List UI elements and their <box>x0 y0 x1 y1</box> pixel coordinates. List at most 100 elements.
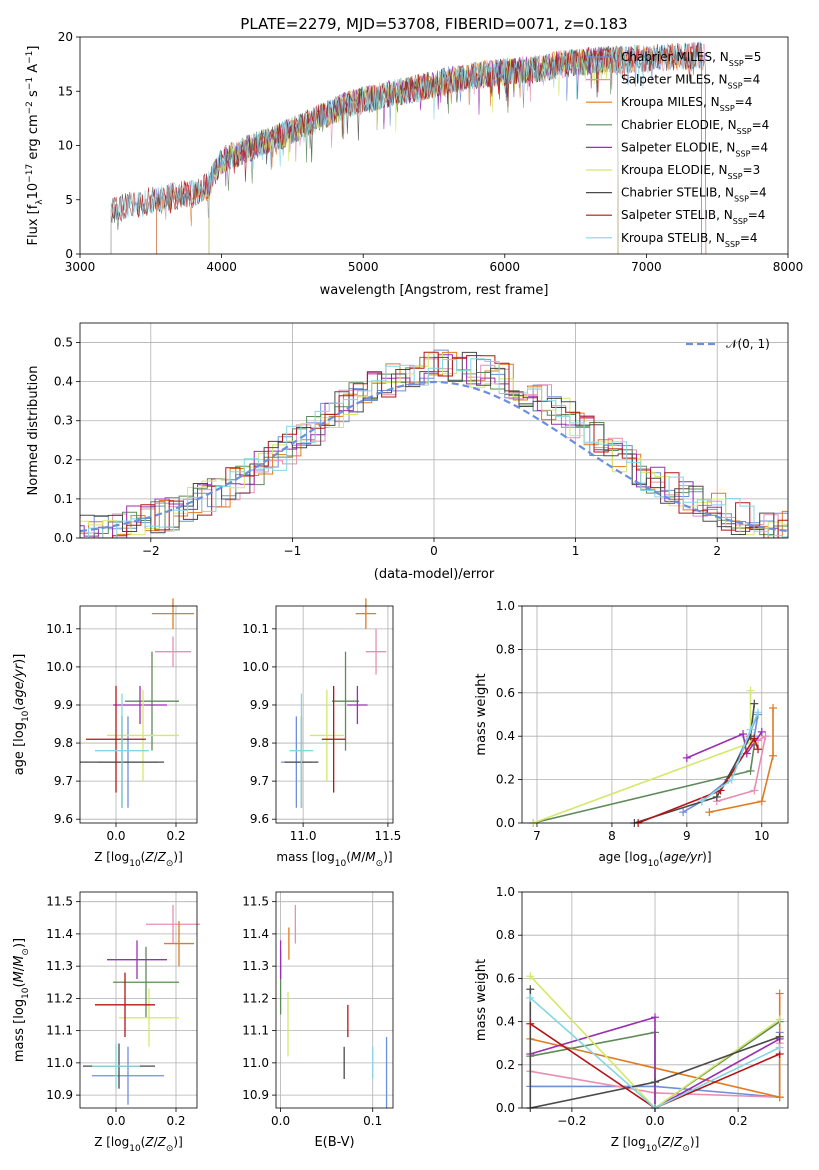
point-kroupa-elodie <box>119 988 179 1047</box>
chart-age_vs_mass: 11.0 11.5 9.6 9.7 9.8 9.9 10.0 10.1 mass [log10(… <box>242 598 401 869</box>
legend-label-salpeter-stelib: Salpeter STELIB, NSSP=4 <box>621 208 765 226</box>
legend-label-chabrier-stelib: Chabrier STELIB, NSSP=4 <box>621 186 767 204</box>
point-salpeter-miles <box>365 628 387 675</box>
y-tick-label: 0.0 <box>496 816 515 830</box>
y-tick-label: 10.1 <box>46 622 73 636</box>
y-tick-label: 11.3 <box>242 959 269 973</box>
weight-line <box>701 711 759 802</box>
legend-label-salpeter-elodie: Salpeter ELODIE, NSSP=4 <box>621 140 768 158</box>
x-tick-label: 9 <box>683 829 691 843</box>
weight-line <box>529 989 780 1109</box>
histogram-lines <box>80 349 788 538</box>
point-kroupa-stelib <box>92 1043 140 1089</box>
y-tick-label: 9.9 <box>54 698 73 712</box>
y-tick-label: 10.9 <box>242 1088 269 1102</box>
x-axis-label: age [log10(age/yr)] <box>598 850 711 869</box>
y-tick-label: 0.6 <box>496 686 515 700</box>
y-tick-label: 0.4 <box>496 729 515 743</box>
weight-line <box>709 708 774 813</box>
y-tick-label: 15 <box>58 84 73 98</box>
y-tick-label: 11.1 <box>242 1024 269 1038</box>
axes-frame <box>79 891 198 1109</box>
x-axis-label: mass [log10(M/M⊙)] <box>276 850 392 869</box>
y-tick-label: 0.6 <box>496 971 515 985</box>
y-tick-label: 9.8 <box>250 736 269 750</box>
weight-line <box>532 690 752 824</box>
point-salpeter-stelib <box>95 972 155 1038</box>
y-tick-label: 10.1 <box>242 622 269 636</box>
hist-series-kroupa-stelib <box>80 358 788 538</box>
legend-label-chabrier-miles: Chabrier MILES, NSSP=5 <box>621 50 761 68</box>
x-tick-label: 11.0 <box>290 829 317 843</box>
x-tick-label: 0.0 <box>106 1114 125 1128</box>
point-kroupa-stelib <box>289 693 314 808</box>
y-axis-label: mass [log10(M/M⊙)] <box>12 938 31 1062</box>
x-tick-label: 0.0 <box>106 829 125 843</box>
y-tick-label: 9.8 <box>54 736 73 750</box>
y-tick-label: 11.5 <box>242 895 269 909</box>
point-kroupa-miles <box>164 921 194 967</box>
y-tick-label: 11.4 <box>242 927 269 941</box>
axes-frame <box>521 605 789 824</box>
chart-mass_vs_Z: 0.0 0.2 10.9 11.0 11.1 11.2 11.3 11.4 11.5 Z [log… <box>12 891 200 1154</box>
y-tick-label: 0.3 <box>54 414 73 428</box>
y-tick-label: 5 <box>65 193 73 207</box>
chart-residuals: −2 −1 0 1 2 0.0 0.1 0.2 0.3 0.4 0.5 (data-model)/er… <box>26 322 789 582</box>
spectrum-series-salpeter-elodie <box>208 46 619 254</box>
point-salpeter-elodie <box>107 940 167 980</box>
point-chabrier-elodie <box>113 946 179 1018</box>
legend-label-kroupa-elodie: Kroupa ELODIE, NSSP=3 <box>621 163 760 181</box>
x-tick-label: 7 <box>533 829 541 843</box>
chart-mass_vs_EBV: 0.0 0.1 10.9 11.0 11.1 11.2 11.3 11.4 11.5 E(B-V) <box>242 891 394 1150</box>
weight-series-chabrier-stelib <box>526 985 784 1112</box>
legend-label-chabrier-elodie: Chabrier ELODIE, NSSP=4 <box>621 118 769 136</box>
x-axis-label: (data-model)/error <box>374 567 495 582</box>
legend-label-kroupa-stelib: Kroupa STELIB, NSSP=4 <box>621 231 758 249</box>
x-tick-label: 0.0 <box>645 1114 664 1128</box>
x-axis-label: Z [log10(Z/Z⊙)] <box>611 1135 700 1154</box>
point-kroupa-elodie <box>309 689 344 782</box>
chart-spectrum: 3000 4000 5000 6000 7000 8000 0 5 10 15 20 waveleng… <box>25 30 803 298</box>
y-tick-label: 0.4 <box>496 1015 515 1029</box>
y-tick-label: 0.5 <box>54 336 73 350</box>
legend-label-gaussian: 𝒩(0, 1) <box>726 337 770 351</box>
point-salpeter-stelib <box>86 685 146 793</box>
y-tick-label: 9.7 <box>54 774 73 788</box>
point-kroupa-miles <box>152 598 194 629</box>
x-tick-label: −1 <box>284 544 302 558</box>
y-tick-label: 11.4 <box>46 927 73 941</box>
point-kroupa-stelib <box>95 693 149 808</box>
y-tick-label: 0.8 <box>496 928 515 942</box>
legend-label-salpeter-miles: Salpeter MILES, NSSP=4 <box>621 73 760 91</box>
weight-line <box>634 703 756 824</box>
x-tick-label: 11.5 <box>375 829 402 843</box>
chart-age_vs_Z: 0.0 0.2 9.6 9.7 9.8 9.9 10.0 10.1 Z [log10(Z/Z⊙)… <box>12 598 198 869</box>
weight-line <box>637 736 759 824</box>
legend: Chabrier MILES, NSSP=5 Salpeter MILES, NS… <box>586 50 769 248</box>
x-tick-label: 0.2 <box>729 1114 748 1128</box>
axes-frame <box>275 605 394 824</box>
y-tick-label: 11.0 <box>242 1056 269 1070</box>
weight-series-salpeter-miles <box>712 732 770 806</box>
x-tick-label: 0.0 <box>271 1114 290 1128</box>
point-kroupa-elodie <box>107 689 179 782</box>
y-tick-label: 11.1 <box>46 1024 73 1038</box>
figure-title: PLATE=2279, MJD=53708, FIBERID=0071, z=0… <box>240 15 627 33</box>
x-tick-label: 1 <box>572 544 580 558</box>
x-axis-label: E(B-V) <box>314 1135 354 1150</box>
chart-weight_vs_age: 7 8 9 10 0.0 0.2 0.4 0.6 0.8 1.0 age [log10(age/yr… <box>474 599 789 869</box>
y-tick-label: 1.0 <box>496 599 515 613</box>
point-salpeter-elodie <box>347 685 368 725</box>
x-tick-label: 4000 <box>206 260 237 274</box>
y-tick-label: 11.2 <box>46 991 73 1005</box>
y-tick-label: 11.2 <box>242 991 269 1005</box>
x-axis-label: Z [log10(Z/Z⊙)] <box>94 1135 183 1154</box>
x-tick-label: 10 <box>754 829 769 843</box>
y-axis-label: Normed distribution <box>26 366 41 496</box>
y-tick-label: 0.2 <box>54 453 73 467</box>
x-tick-label: 3000 <box>65 260 96 274</box>
y-tick-label: 0.8 <box>496 642 515 656</box>
point-salpeter-elodie <box>113 685 167 725</box>
y-tick-label: 10.0 <box>46 660 73 674</box>
